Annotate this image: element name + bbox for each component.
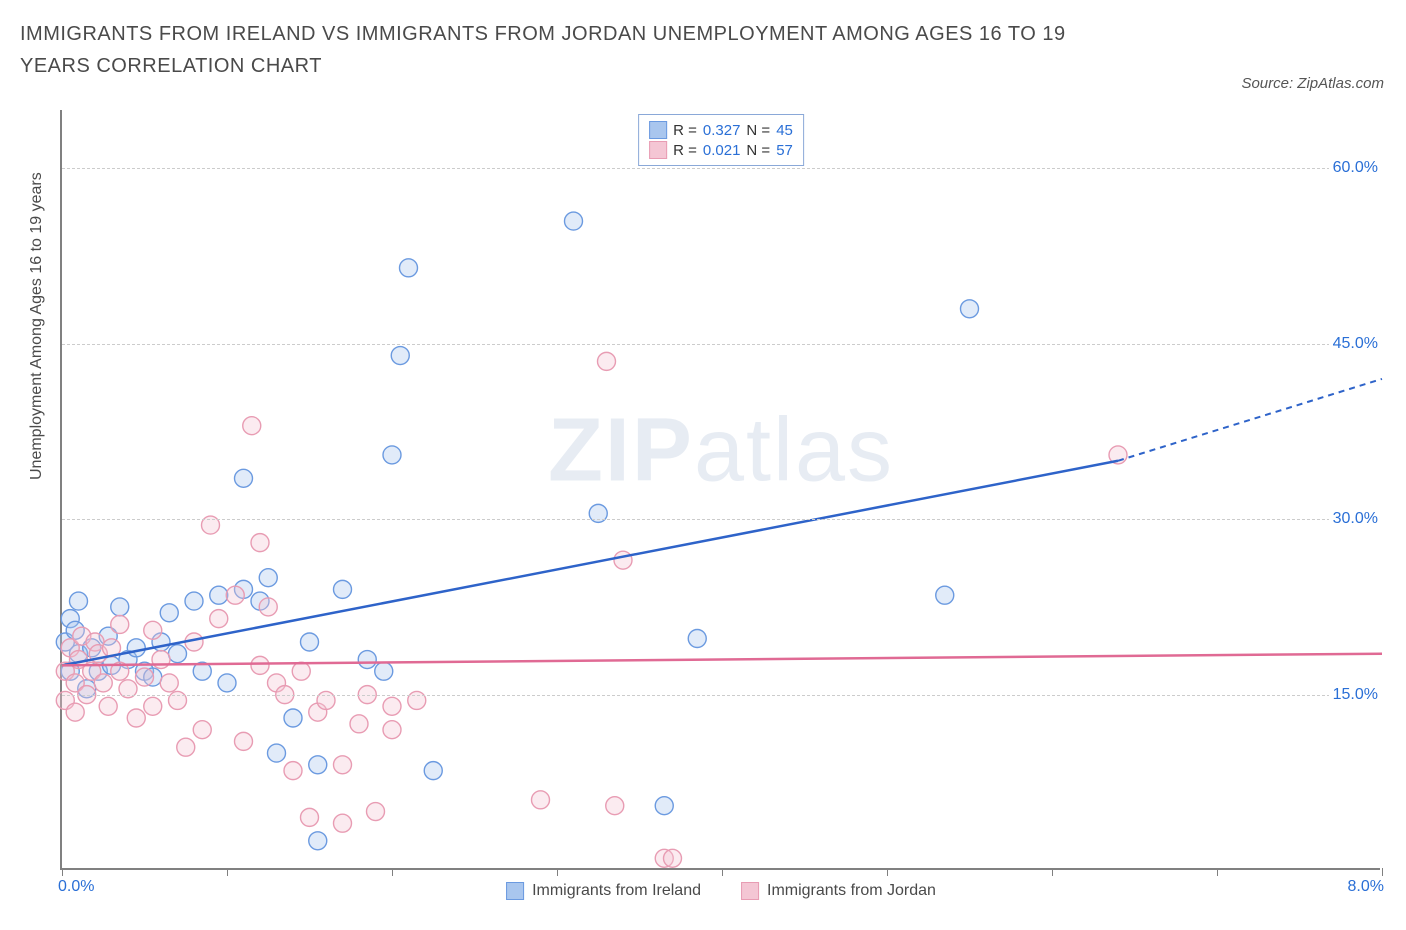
gridline <box>62 519 1380 520</box>
gridline <box>62 168 1380 169</box>
y-tick-label: 45.0% <box>1329 335 1382 353</box>
x-tick <box>722 868 723 876</box>
legend-text: N = <box>746 142 770 159</box>
legend-r-value: 0.021 <box>703 142 741 159</box>
x-tick <box>62 868 63 876</box>
legend-text: R = <box>673 142 697 159</box>
legend-label: Immigrants from Jordan <box>767 882 936 900</box>
x-tick <box>557 868 558 876</box>
x-axis-max-label: 8.0% <box>1348 878 1384 896</box>
legend-swatch <box>649 141 667 159</box>
legend-row: R = 0.021 N = 57 <box>649 141 793 159</box>
regression-line <box>62 461 1118 666</box>
gridline <box>62 344 1380 345</box>
legend-swatch <box>506 882 524 900</box>
y-tick-label: 30.0% <box>1329 510 1382 528</box>
legend-swatch <box>649 121 667 139</box>
x-tick <box>227 868 228 876</box>
legend-r-value: 0.327 <box>703 122 741 139</box>
regression-line-extrapolated <box>1118 379 1382 461</box>
series-legend: Immigrants from Ireland Immigrants from J… <box>506 882 936 900</box>
chart-title: IMMIGRANTS FROM IRELAND VS IMMIGRANTS FR… <box>20 18 1130 82</box>
source-attribution: Source: ZipAtlas.com <box>1241 75 1384 92</box>
plot-area: ZIPatlas R = 0.327 N = 45R = 0.021 N = 5… <box>60 110 1380 870</box>
regression-line <box>62 654 1382 666</box>
legend-item: Immigrants from Ireland <box>506 882 701 900</box>
legend-n-value: 57 <box>776 142 793 159</box>
legend-text: N = <box>746 122 770 139</box>
correlation-legend: R = 0.327 N = 45R = 0.021 N = 57 <box>638 114 804 166</box>
legend-row: R = 0.327 N = 45 <box>649 121 793 139</box>
legend-text: R = <box>673 122 697 139</box>
legend-n-value: 45 <box>776 122 793 139</box>
y-tick-label: 60.0% <box>1329 159 1382 177</box>
legend-item: Immigrants from Jordan <box>741 882 936 900</box>
x-tick <box>1382 868 1383 876</box>
legend-label: Immigrants from Ireland <box>532 882 701 900</box>
gridline <box>62 695 1380 696</box>
x-tick <box>887 868 888 876</box>
y-axis-title: Unemployment Among Ages 16 to 19 years <box>28 172 46 480</box>
x-tick <box>1217 868 1218 876</box>
regression-lines-layer <box>62 110 1380 868</box>
y-tick-label: 15.0% <box>1329 686 1382 704</box>
x-tick <box>1052 868 1053 876</box>
legend-swatch <box>741 882 759 900</box>
x-tick <box>392 868 393 876</box>
x-axis-min-label: 0.0% <box>58 878 94 896</box>
